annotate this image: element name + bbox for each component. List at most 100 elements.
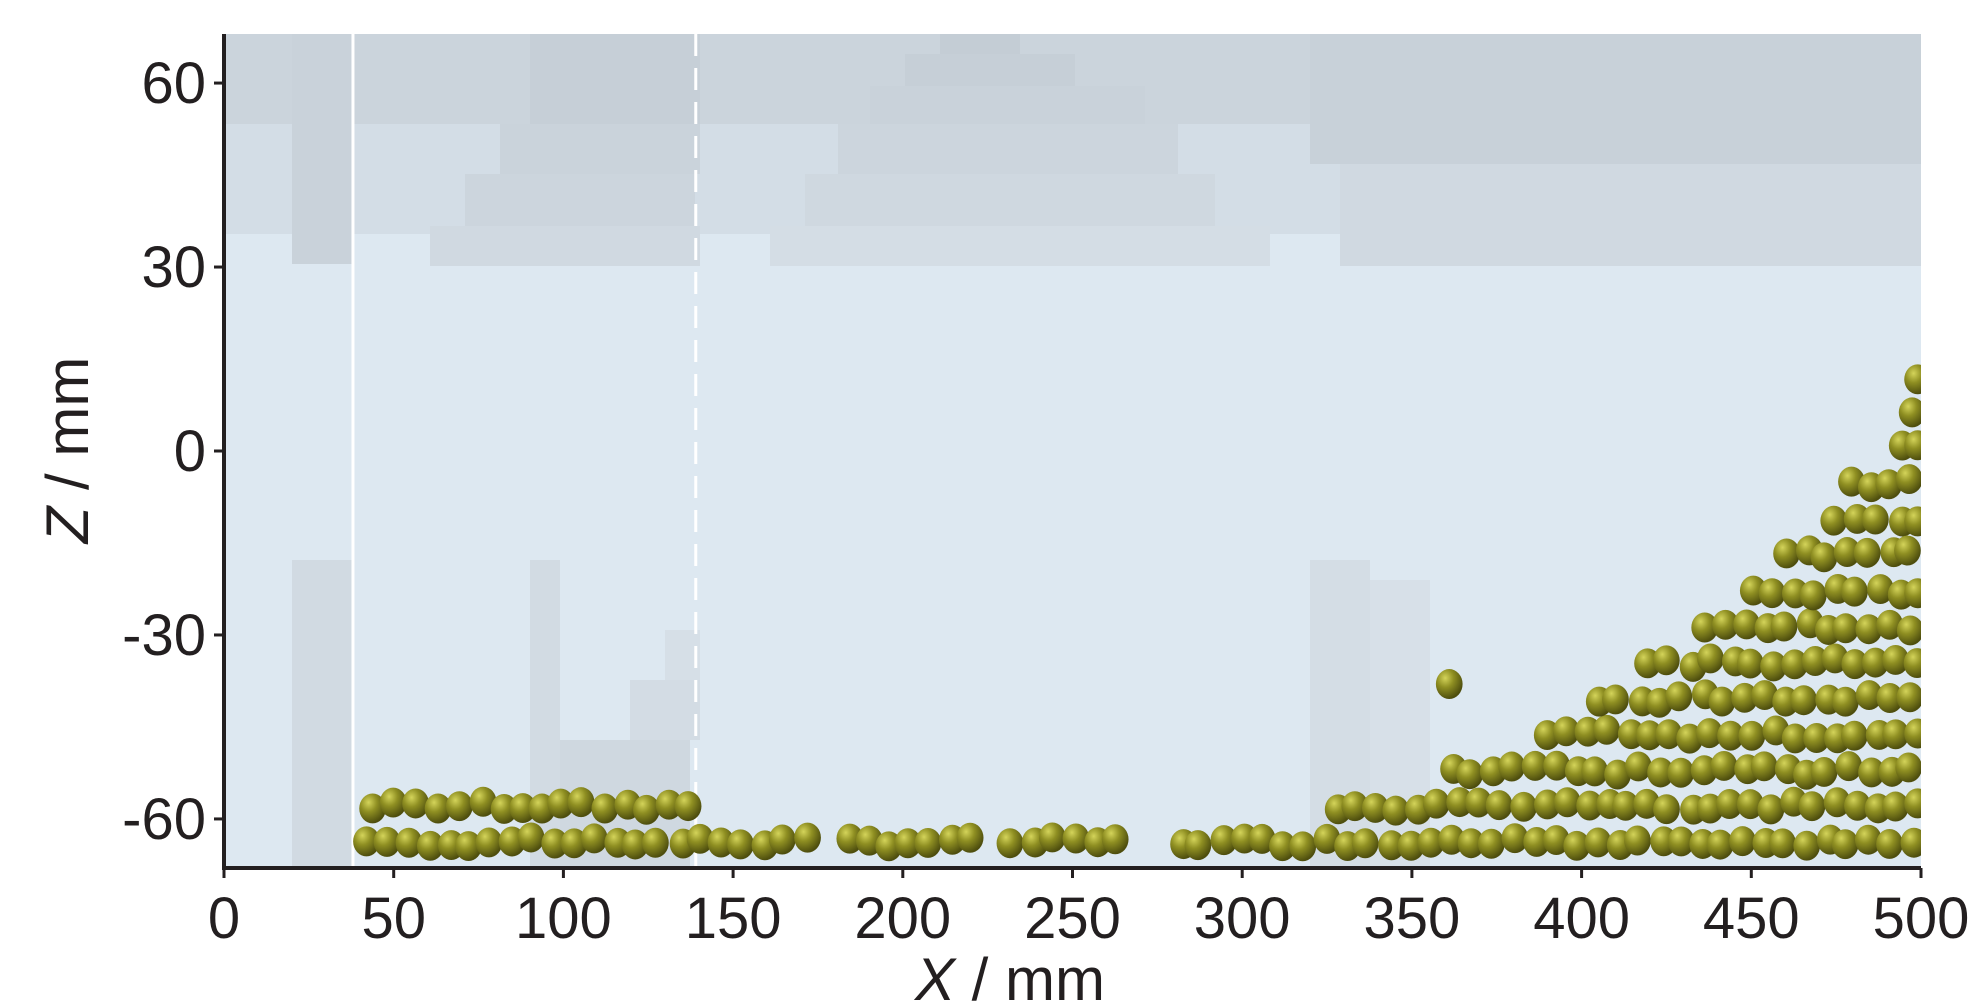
- particle: [1710, 750, 1738, 781]
- particle: [1457, 828, 1485, 859]
- particle: [1835, 751, 1863, 782]
- particle: [1904, 506, 1921, 537]
- x-tick-label: 400: [1533, 886, 1630, 951]
- particle: [674, 791, 702, 822]
- y-tick-label: 0: [174, 419, 206, 484]
- particle: [1858, 757, 1885, 788]
- particle: [1773, 538, 1800, 569]
- particle: [1667, 826, 1695, 857]
- particle: [1584, 827, 1612, 858]
- particle: [1895, 752, 1921, 783]
- particle: [1895, 464, 1921, 495]
- particle: [1738, 720, 1766, 751]
- particle: [1841, 720, 1868, 751]
- particle: [402, 788, 429, 819]
- particle: [547, 788, 575, 819]
- particle: [1593, 714, 1621, 745]
- particle: [1624, 751, 1652, 782]
- particle: [1708, 686, 1736, 717]
- x-tick-label: 150: [685, 886, 782, 951]
- particle: [1382, 795, 1410, 826]
- y-tick-label: -30: [122, 603, 206, 668]
- particle: [1820, 505, 1848, 536]
- particle: [1652, 645, 1680, 676]
- particle: [1655, 719, 1683, 750]
- particle: [1542, 825, 1570, 856]
- particle: [1101, 824, 1129, 855]
- particle: [1831, 829, 1859, 860]
- particle: [1896, 682, 1921, 713]
- particle: [727, 829, 754, 860]
- particle: [560, 828, 588, 859]
- particle: [1435, 669, 1463, 699]
- particle: [1823, 787, 1851, 818]
- particle: [1184, 830, 1212, 861]
- particle: [446, 791, 473, 822]
- particle: [1523, 826, 1551, 857]
- particle: [475, 827, 503, 858]
- particle: [517, 822, 545, 853]
- particle: [956, 822, 984, 853]
- x-tick-label: 50: [361, 886, 426, 951]
- particle: [1477, 828, 1505, 859]
- particle: [1397, 830, 1425, 861]
- particle: [455, 831, 482, 862]
- particle: [1563, 830, 1591, 861]
- particle: [1769, 828, 1796, 859]
- particle: [1422, 788, 1450, 819]
- particle: [1485, 790, 1513, 821]
- particle: [1904, 788, 1921, 819]
- particle: [1803, 723, 1830, 753]
- particle-bed: [353, 364, 1921, 862]
- particle: [1604, 759, 1631, 790]
- particle: [1351, 828, 1379, 859]
- particle: [1581, 756, 1609, 787]
- particle: [1898, 397, 1921, 428]
- particle: [1552, 716, 1580, 747]
- particle: [1665, 681, 1693, 712]
- particle: [395, 827, 423, 858]
- particle: [1855, 614, 1883, 645]
- particle: [1876, 683, 1904, 713]
- particle: [633, 794, 660, 825]
- x-tick-label: 250: [1024, 886, 1121, 951]
- particle: [490, 793, 518, 824]
- particle: [1841, 576, 1868, 607]
- particle: [1729, 826, 1756, 857]
- particle: [1602, 684, 1629, 715]
- particle: [580, 823, 608, 854]
- particle: [1501, 823, 1529, 854]
- particle: [1717, 720, 1744, 751]
- particle: [1446, 787, 1474, 818]
- particle: [1853, 537, 1881, 568]
- particle: [1855, 680, 1883, 711]
- particle: [1844, 790, 1871, 821]
- particle: [1904, 430, 1921, 461]
- particle: [707, 827, 735, 858]
- particle: [1751, 680, 1779, 711]
- particle: [1653, 794, 1680, 825]
- particle: [359, 793, 386, 824]
- particle: [1854, 824, 1882, 855]
- particle: [1691, 612, 1719, 643]
- particle: [836, 823, 864, 854]
- particle: [1647, 757, 1674, 788]
- particle: [1781, 723, 1809, 754]
- particle: [1341, 791, 1369, 822]
- particle: [642, 827, 669, 858]
- particle: [379, 787, 407, 818]
- x-tick-label: 0: [208, 886, 240, 951]
- particle: [1038, 822, 1066, 853]
- particle: [1832, 686, 1859, 717]
- particle: [1903, 648, 1921, 679]
- particle: [424, 793, 452, 824]
- particle: [416, 830, 444, 861]
- particle: [1534, 789, 1561, 820]
- particle: [1896, 615, 1921, 646]
- particle: [1690, 755, 1718, 786]
- particle: [1612, 790, 1639, 821]
- particle: [1750, 751, 1778, 782]
- reference-lines: [351, 34, 698, 868]
- particle: [1875, 469, 1903, 500]
- particle: [1712, 609, 1739, 640]
